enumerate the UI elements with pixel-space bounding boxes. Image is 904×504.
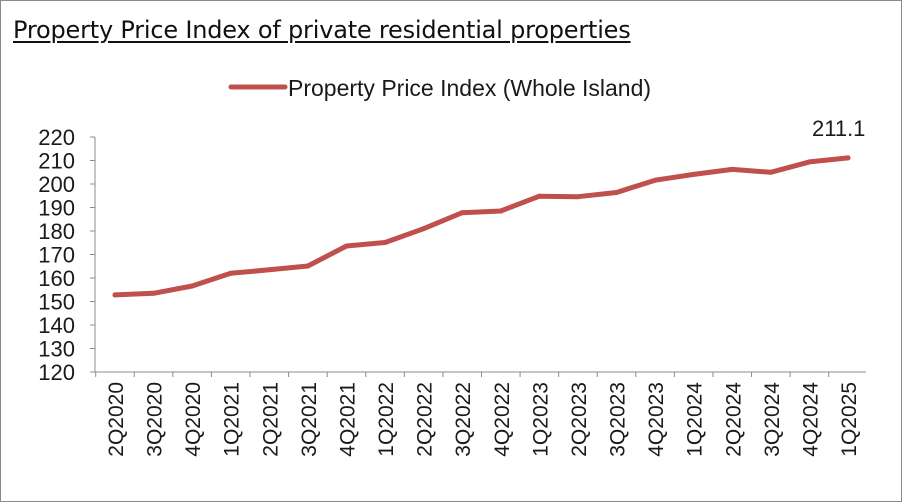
y-tick-label: 180	[38, 219, 75, 244]
x-tick-label: 4Q2024	[799, 382, 822, 457]
x-tick-label: 2Q2024	[722, 382, 745, 457]
chart-legend: Property Price Index (Whole Island)	[228, 75, 651, 101]
data-point	[614, 189, 620, 195]
x-tick-label: 2Q2022	[414, 382, 437, 457]
x-tick-label: 4Q2021	[336, 382, 359, 457]
x-tick-label: 1Q2024	[684, 382, 707, 457]
legend-label: Property Price Index (Whole Island)	[288, 75, 651, 101]
data-point	[652, 177, 658, 183]
data-point	[112, 292, 118, 298]
x-tick-label: 1Q2021	[221, 382, 244, 457]
x-tick-label: 2Q2020	[105, 382, 128, 457]
data-point	[536, 193, 542, 199]
plot-area	[112, 155, 851, 298]
x-tick-label: 3Q2022	[452, 382, 475, 457]
x-tick-label: 3Q2024	[761, 382, 784, 457]
x-tick-label: 2Q2023	[568, 382, 591, 457]
y-tick-label: 150	[38, 290, 75, 315]
y-tick-label: 140	[38, 313, 75, 338]
y-tick-label: 210	[38, 149, 75, 174]
data-point	[575, 194, 581, 200]
x-tick-label: 4Q2020	[182, 382, 205, 457]
data-point	[691, 171, 697, 177]
data-point	[382, 240, 388, 246]
y-tick-label: 120	[38, 360, 75, 385]
y-tick-label: 160	[38, 266, 75, 291]
data-point	[228, 270, 234, 276]
data-point	[266, 267, 272, 273]
data-point	[189, 283, 195, 289]
data-point	[343, 243, 349, 249]
y-tick-label: 220	[38, 125, 75, 150]
data-point	[459, 210, 465, 216]
x-axis: 2Q2020 3Q2020 4Q2020 1Q2021 2Q2021 3Q2021 4Q20…	[95, 371, 866, 457]
data-label-last: 211.1	[812, 116, 865, 141]
x-tick-label: 4Q2022	[491, 382, 514, 457]
data-point	[806, 159, 812, 165]
x-tick-label: 3Q2023	[607, 382, 630, 457]
data-point	[845, 155, 851, 161]
data-point	[151, 290, 157, 296]
y-tick-label: 130	[38, 337, 75, 362]
x-tick-label: 1Q2022	[375, 382, 398, 457]
data-point	[305, 263, 311, 269]
x-tick-label: 1Q2025	[838, 382, 861, 457]
x-tick-label: 3Q2021	[298, 382, 321, 457]
data-point	[729, 166, 735, 172]
page-title: Property Price Index of private resident…	[13, 16, 631, 44]
y-tick-label: 190	[38, 196, 75, 221]
data-point	[498, 208, 504, 214]
y-tick-label: 200	[38, 172, 75, 197]
x-tick-label: 4Q2023	[645, 382, 668, 457]
x-tick-label: 2Q2021	[259, 382, 282, 457]
x-tick-label: 1Q2023	[529, 382, 552, 457]
x-tick-label: 3Q2020	[144, 382, 167, 457]
data-point	[421, 226, 427, 232]
series-line	[112, 155, 851, 298]
y-tick-label: 170	[38, 243, 75, 268]
data-point	[768, 169, 774, 175]
